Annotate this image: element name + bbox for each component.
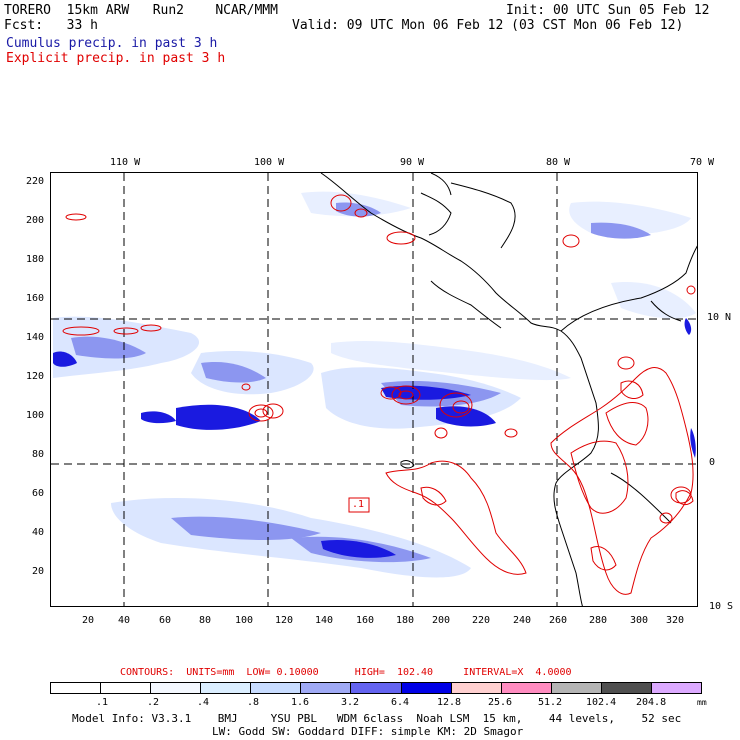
model-info: Model Info: V3.3.1 BMJ YSU PBL WDM 6clas…	[72, 712, 682, 725]
contour-info: CONTOURS: UNITS=mm LOW= 0.10000 HIGH= 10…	[120, 667, 572, 678]
colorbar-label: 3.2	[341, 697, 360, 708]
colorbar-label: .1	[96, 697, 109, 708]
colorbar-units: mm	[697, 698, 707, 707]
y-tick: 40	[32, 527, 45, 538]
lon-label: 90 W	[400, 157, 425, 168]
x-tick: 280	[589, 615, 608, 626]
colorbar-label: .2	[147, 697, 160, 708]
model-title: TORERO 15km ARW Run2 NCAR/MMM	[4, 3, 278, 18]
y-tick: 160	[26, 293, 45, 304]
colorbar-cell	[401, 683, 452, 693]
y-tick: 140	[26, 332, 45, 343]
colorbar-label: .8	[247, 697, 260, 708]
colorbar-cell	[251, 683, 302, 693]
valid-time: Valid: 09 UTC Mon 06 Feb 12 (03 CST Mon …	[292, 18, 684, 33]
colorbar-cell	[201, 683, 252, 693]
x-tick: 320	[666, 615, 685, 626]
x-tick: 60	[159, 615, 172, 626]
colorbar-cell	[601, 683, 652, 693]
model-info-physics: LW: Godd SW: Goddard DIFF: simple KM: 2D…	[212, 725, 524, 738]
explicit-legend: Explicit precip. in past 3 h	[6, 51, 226, 66]
colorbar-cell	[551, 683, 602, 693]
x-tick: 220	[472, 615, 491, 626]
init-time: Init: 00 UTC Sun 05 Feb 12	[506, 3, 710, 18]
x-tick: 160	[356, 615, 375, 626]
colorbar-label: 6.4	[391, 697, 410, 708]
cumulus-precip-field	[53, 191, 696, 578]
x-tick: 20	[82, 615, 95, 626]
forecast-hour: Fcst: 33 h	[4, 18, 98, 33]
colorbar-cell	[51, 683, 102, 693]
colorbar-label: 25.6	[488, 697, 513, 708]
y-tick: 80	[32, 449, 45, 460]
x-tick: 240	[513, 615, 532, 626]
colorbar-cell	[451, 683, 502, 693]
colorbar-label: 102.4	[586, 697, 617, 708]
x-tick: 300	[630, 615, 649, 626]
lon-label: 80 W	[546, 157, 571, 168]
x-tick: 120	[275, 615, 294, 626]
y-tick: 200	[26, 215, 45, 226]
x-tick: 140	[315, 615, 334, 626]
explicit-precip-contours	[62, 194, 696, 595]
y-tick: 100	[26, 410, 45, 421]
colorbar-label: 12.8	[437, 697, 462, 708]
cumulus-legend: Cumulus precip. in past 3 h	[6, 36, 218, 51]
x-tick: 180	[396, 615, 415, 626]
colorbar	[50, 682, 702, 694]
lat-lon-grid	[51, 173, 697, 606]
x-tick: 200	[432, 615, 451, 626]
y-tick: 180	[26, 254, 45, 265]
colorbar-cell	[101, 683, 152, 693]
precip-map[interactable]: .1	[50, 172, 698, 607]
lat-label: 10 N	[707, 312, 732, 323]
lon-label: 100 W	[254, 157, 285, 168]
contour-label: .1	[352, 499, 365, 510]
lat-label: 10 S	[709, 601, 734, 612]
colorbar-label: 51.2	[538, 697, 563, 708]
colorbar-label: 1.6	[291, 697, 310, 708]
y-tick: 120	[26, 371, 45, 382]
y-tick: 220	[26, 176, 45, 187]
lon-label: 70 W	[690, 157, 715, 168]
lat-label: 0	[709, 457, 716, 468]
colorbar-cell	[351, 683, 402, 693]
colorbar-cell	[651, 683, 702, 693]
y-tick: 60	[32, 488, 45, 499]
lon-label: 110 W	[110, 157, 141, 168]
colorbar-cell	[151, 683, 202, 693]
map-canvas	[51, 173, 697, 606]
x-tick: 260	[549, 615, 568, 626]
x-tick: 100	[235, 615, 254, 626]
coastline	[320, 173, 697, 606]
y-tick: 20	[32, 566, 45, 577]
colorbar-label: 204.8	[636, 697, 667, 708]
x-tick: 40	[118, 615, 131, 626]
colorbar-cell	[501, 683, 552, 693]
colorbar-cell	[301, 683, 352, 693]
x-tick: 80	[199, 615, 212, 626]
colorbar-label: .4	[197, 697, 210, 708]
contour-label-box	[348, 497, 370, 513]
